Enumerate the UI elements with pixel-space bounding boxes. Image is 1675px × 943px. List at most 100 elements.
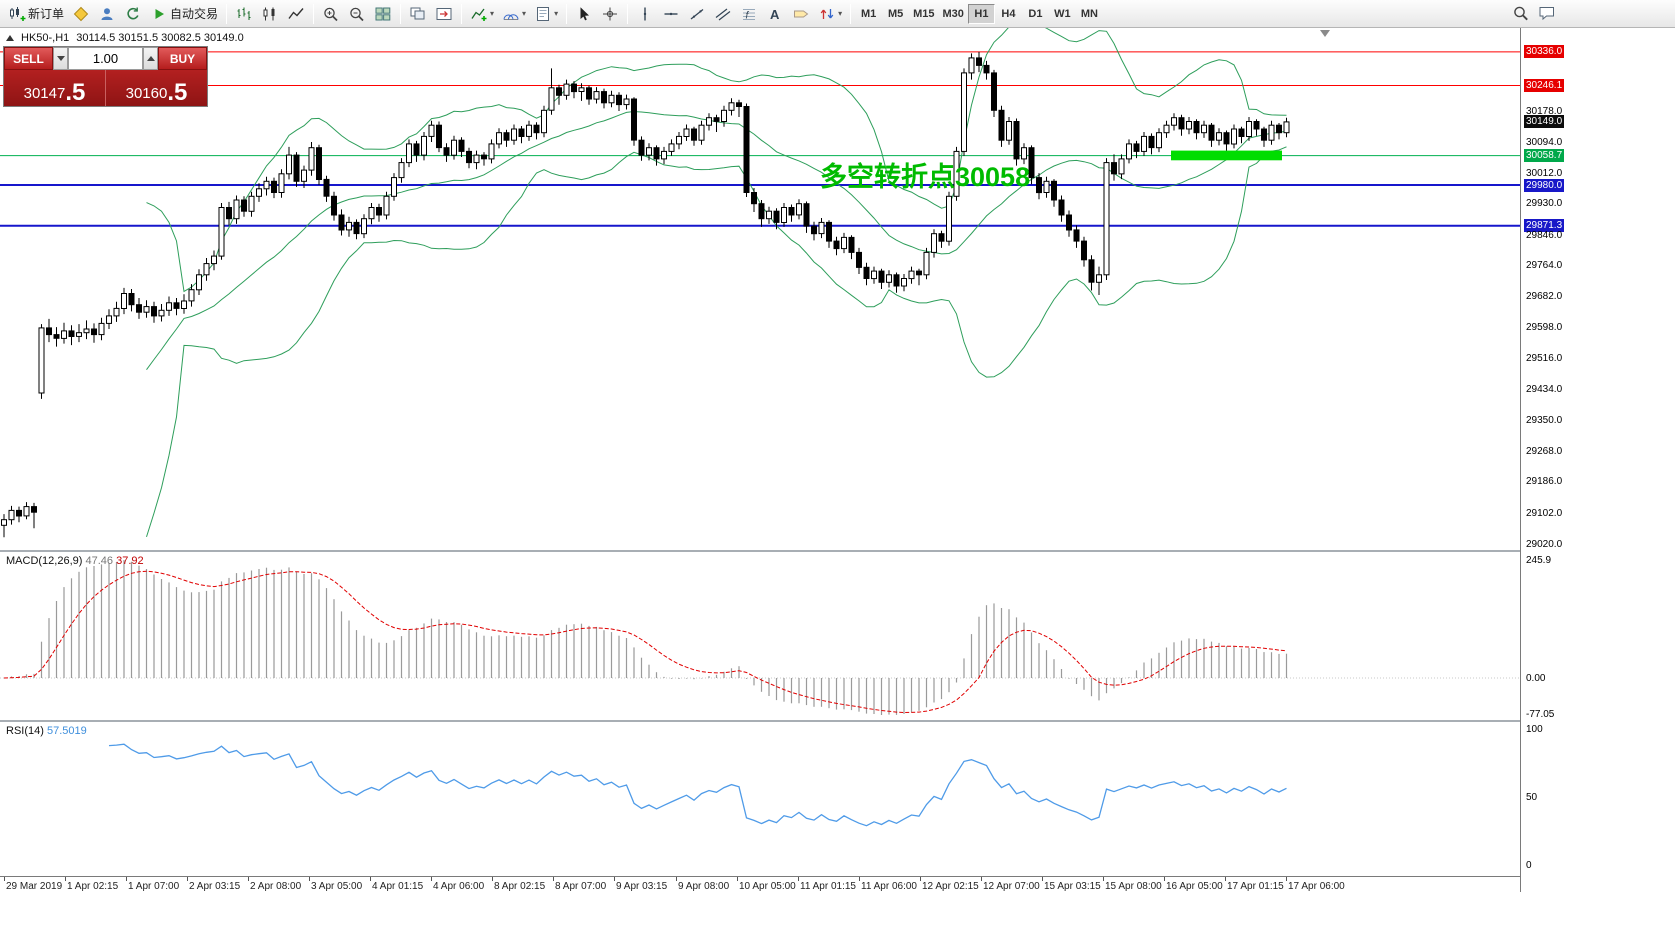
price-axis-label: 29682.0 [1526,291,1563,302]
macd-value-main: 47.46 [85,555,114,567]
chart-shift-button[interactable] [431,3,457,25]
timeframe-m1-button[interactable]: M1 [860,7,877,20]
templates-button[interactable]: ▾ [530,3,562,25]
metaeditor-icon [72,6,90,22]
buy-price[interactable]: 30160 .5 [105,70,207,106]
macd-value-signal: 37.92 [116,555,144,567]
cycles-icon [502,6,520,22]
autotrading-button[interactable]: 自动交易 [146,3,222,25]
time-axis-label: 10 Apr 05:00 [739,881,796,892]
sell-price[interactable]: 30147 .5 [4,70,105,106]
bollinger-band-line [146,28,1287,293]
label-button[interactable] [788,3,814,25]
linechart-icon [287,6,305,22]
time-axis-tick [370,877,371,881]
time-axis-label: 16 Apr 05:00 [1166,881,1223,892]
arrange-windows-button[interactable] [405,3,431,25]
panel-splitter-macd[interactable] [0,550,1578,552]
time-axis-label: 4 Apr 06:00 [433,881,485,892]
search-button[interactable] [1508,2,1534,24]
vline-icon [636,6,654,22]
refresh-icon [124,6,142,22]
chart-annotation-text[interactable]: 多空转折点30058 [820,161,1030,192]
price-axis-label: 29102.0 [1526,508,1563,519]
time-axis-label: 17 Apr 06:00 [1288,881,1345,892]
time-axis-label: 9 Apr 08:00 [678,881,730,892]
trendline-button[interactable] [684,3,710,25]
main-toolbar: 新订单 自动交易 ▾ ▾ ▾ f A ▾ M1 M5 M15 M30 H1 H4 D1 W1 MN [0,0,1675,28]
time-axis-tick [65,877,66,881]
sell-button[interactable]: SELL [4,47,53,70]
indicators-button[interactable]: ▾ [466,3,498,25]
buy-button[interactable]: BUY [158,47,207,70]
metaeditor-button[interactable] [68,3,94,25]
rsi-indicator-panel[interactable] [0,722,1520,876]
price-axis-label: 30178.0 [1526,106,1563,117]
market-watch-button[interactable] [94,3,120,25]
toolbar-separator [566,3,568,24]
main-price-chart[interactable]: 多空转折点30058 [0,28,1520,550]
timeframe-h1-button[interactable]: H1 [967,3,995,24]
bar-chart-button[interactable] [231,3,257,25]
timeframe-d1-button[interactable]: D1 [1028,7,1043,20]
volume-decrease-button[interactable] [53,47,68,70]
time-axis-label: 8 Apr 07:00 [555,881,607,892]
crosshair-button[interactable] [597,3,623,25]
refresh-button[interactable] [120,3,146,25]
time-axis[interactable]: 29 Mar 2019 1 Apr 02:15 1 Apr 07:00 2 Apr 0… [0,876,1520,892]
tile-icon [374,6,392,22]
shift-icon [435,6,453,22]
user-icon [98,6,116,22]
arrows-button[interactable]: ▾ [814,3,846,25]
price-axis[interactable]: 30336.0 30246.1 30178.0 30149.0 30094.0 30058… [1520,28,1578,892]
timeframe-mn-button[interactable]: MN [1080,7,1098,20]
timeframe-h4-button[interactable]: H4 [1001,7,1016,20]
time-axis-label: 1 Apr 07:00 [128,881,180,892]
periods-button[interactable]: ▾ [498,3,530,25]
timeframe-m5-button[interactable]: M5 [887,7,904,20]
zoom-out-button[interactable] [344,3,370,25]
chart-shift-marker[interactable] [1320,30,1330,37]
fibo-icon: f [740,6,758,22]
toolbar-right-group [1508,2,1560,24]
tile-windows-button[interactable] [370,3,396,25]
candlestick-chart-button[interactable] [257,3,283,25]
chart-symbol-icon [6,35,14,41]
rsi-axis-label: 100 [1526,724,1543,735]
horizontal-line-button[interactable] [658,3,684,25]
buy-price-main: 30160 [125,85,168,102]
zoom-in-button[interactable] [318,3,344,25]
turning-point-zone[interactable] [1171,150,1282,161]
panel-splitter-rsi[interactable] [0,720,1578,722]
chat-button[interactable] [1534,2,1560,24]
volume-input[interactable] [68,47,143,70]
volume-increase-button[interactable] [143,47,158,70]
time-axis-tick [1164,877,1165,881]
time-axis-label: 9 Apr 03:15 [616,881,668,892]
channel-button[interactable] [710,3,736,25]
channel-icon [714,6,732,22]
line-chart-button[interactable] [283,3,309,25]
macd-axis-label: -77.05 [1526,709,1555,720]
timeframe-w1-button[interactable]: W1 [1054,7,1071,20]
macd-indicator-panel[interactable] [0,552,1520,720]
vertical-line-button[interactable] [632,3,658,25]
time-axis-tick [1042,877,1043,881]
timeframe-m15-button[interactable]: M15 [913,7,935,20]
svg-text:A: A [770,7,780,22]
triangle-down-icon [56,56,65,61]
timeframe-m30-button[interactable]: M30 [942,7,964,20]
templates-icon [534,6,552,22]
search-icon [1512,5,1530,21]
text-button[interactable]: A [762,3,788,25]
time-axis-tick [492,877,493,881]
time-axis-tick [187,877,188,881]
time-axis-label: 4 Apr 01:15 [372,881,424,892]
fibonacci-button[interactable]: f [736,3,762,25]
play-icon [150,6,168,22]
new-order-button[interactable]: 新订单 [4,3,68,25]
candles-icon [261,6,279,22]
time-axis-label: 2 Apr 08:00 [250,881,302,892]
cursor-button[interactable] [571,3,597,25]
price-axis-label: 29186.0 [1526,476,1563,487]
